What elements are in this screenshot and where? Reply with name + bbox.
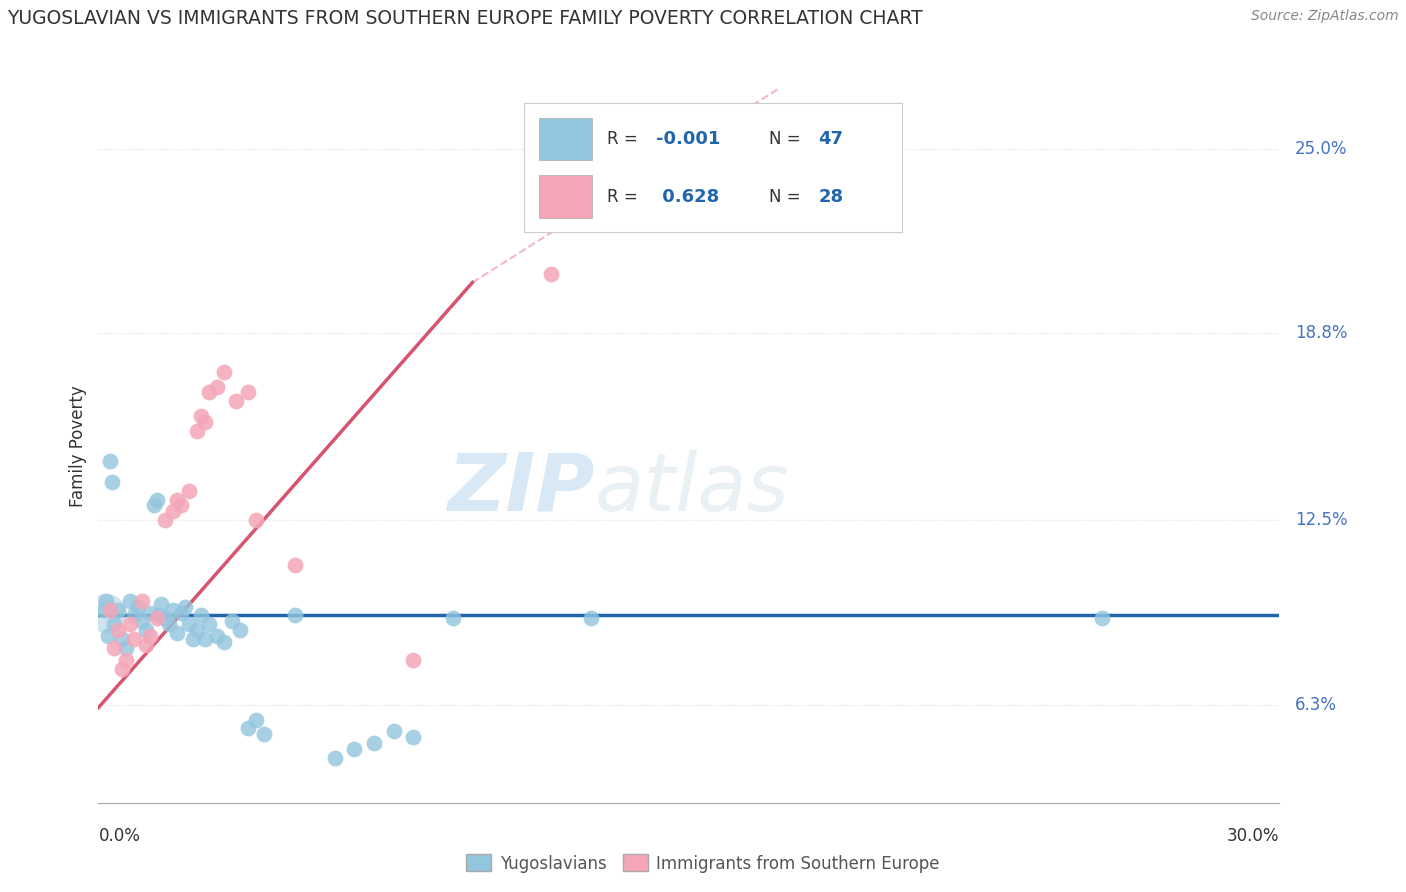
Point [190,409,212,424]
Point [245,513,267,527]
Point [146,492,169,507]
Point [115,653,138,667]
Point [197,385,219,400]
Point [402,731,425,745]
Legend: Yugoslavians, Immigrants from Southern Europe: Yugoslavians, Immigrants from Southern E… [460,847,946,880]
Point [111,662,134,676]
Text: Source: ZipAtlas.com: Source: ZipAtlas.com [1251,9,1399,23]
Point [382,724,405,739]
Text: 18.8%: 18.8% [1295,324,1348,342]
Point [115,641,138,656]
Text: 25.0%: 25.0% [1295,140,1348,158]
Point [138,629,160,643]
Point [229,624,252,638]
Point [97,629,120,643]
Point [186,624,208,638]
Point [194,415,217,429]
Point [343,742,366,756]
Point [138,606,160,620]
Point [214,635,236,649]
Text: 0.0%: 0.0% [98,827,141,845]
Point [205,629,228,643]
Point [111,632,134,647]
Point [284,608,307,623]
Point [135,638,157,652]
Point [162,504,184,518]
Point [186,424,208,438]
Point [177,617,200,632]
Point [146,611,169,625]
Point [579,611,602,625]
Point [93,602,115,616]
Point [103,617,125,632]
Point [98,602,121,616]
Point [166,626,188,640]
Point [284,558,307,572]
Text: ZIP: ZIP [447,450,595,528]
Point [101,475,124,489]
Point [131,593,153,607]
Point [170,606,193,620]
Point [107,602,129,616]
Point [363,736,385,750]
Point [177,483,200,498]
Point [205,379,228,393]
Point [118,617,141,632]
Point [214,365,236,379]
Text: 6.3%: 6.3% [1295,696,1337,714]
Text: YUGOSLAVIAN VS IMMIGRANTS FROM SOUTHERN EUROPE FAMILY POVERTY CORRELATION CHART: YUGOSLAVIAN VS IMMIGRANTS FROM SOUTHERN … [7,9,922,28]
Point [155,513,177,527]
Point [402,653,425,667]
Point [155,611,177,625]
Text: atlas: atlas [595,450,789,528]
Point [323,751,346,765]
Point [540,267,562,281]
Point [96,593,118,607]
Point [118,593,141,607]
Point [174,599,197,614]
Point [1091,611,1114,625]
Point [253,727,276,741]
Point [236,385,259,400]
Point [94,606,117,620]
Point [150,597,173,611]
Point [103,641,125,656]
Text: 12.5%: 12.5% [1295,511,1348,529]
Point [190,608,212,623]
Point [135,624,157,638]
Point [181,632,204,647]
Point [98,454,121,468]
Point [225,394,247,409]
Point [107,624,129,638]
Point [122,632,145,647]
Point [245,713,267,727]
Point [157,617,180,632]
Point [197,617,219,632]
Point [236,722,259,736]
Point [142,499,165,513]
Point [221,615,243,629]
Point [131,615,153,629]
Point [162,602,184,616]
Point [122,608,145,623]
Text: 30.0%: 30.0% [1227,827,1279,845]
Point [441,611,464,625]
Point [194,632,217,647]
Point [170,499,193,513]
Point [148,608,170,623]
Point [127,599,149,614]
Point [166,492,188,507]
Y-axis label: Family Poverty: Family Poverty [69,385,87,507]
